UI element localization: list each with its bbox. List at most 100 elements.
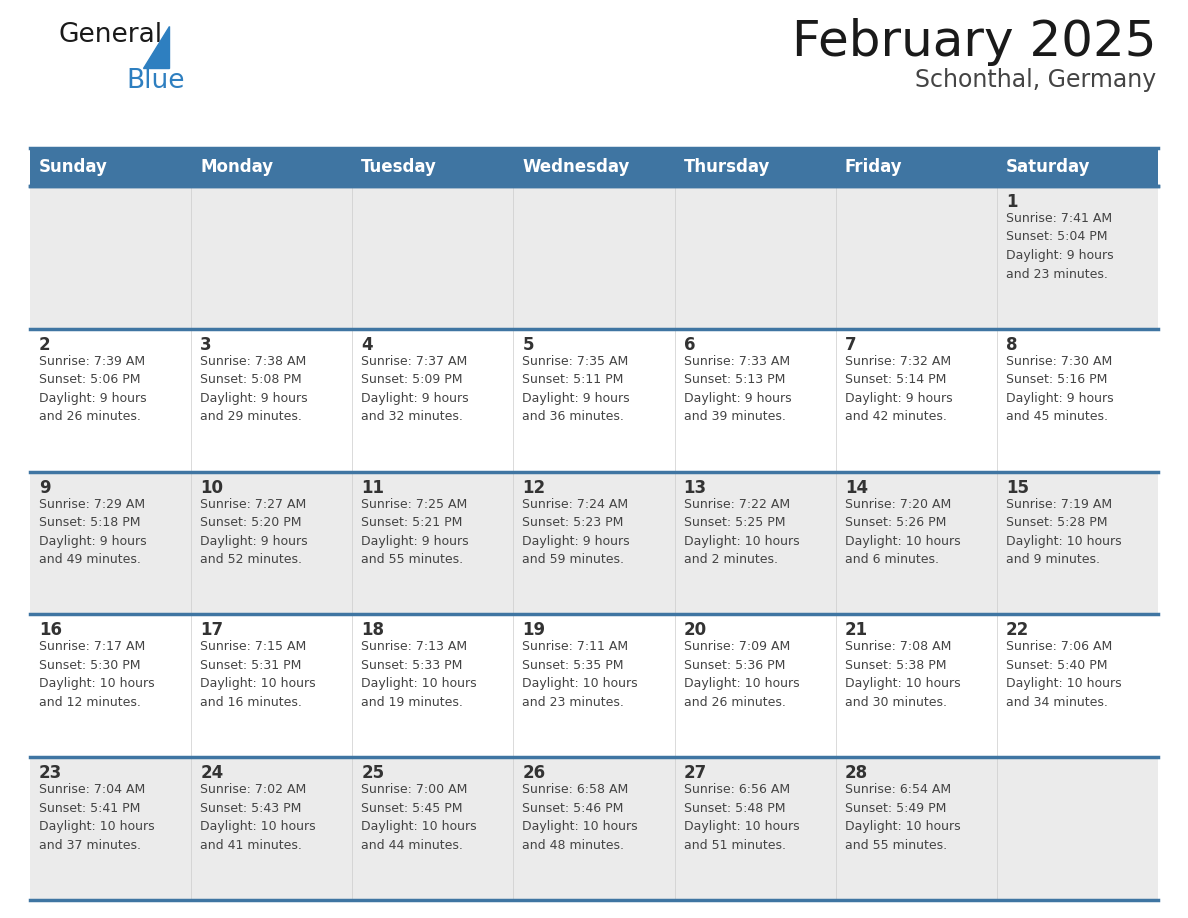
Text: 4: 4 [361, 336, 373, 353]
Text: Sunrise: 7:15 AM
Sunset: 5:31 PM
Daylight: 10 hours
and 16 minutes.: Sunrise: 7:15 AM Sunset: 5:31 PM Dayligh… [200, 641, 316, 709]
Text: 21: 21 [845, 621, 868, 640]
Text: General: General [58, 22, 162, 48]
Text: Monday: Monday [200, 158, 273, 176]
Text: 11: 11 [361, 478, 384, 497]
Text: 6: 6 [683, 336, 695, 353]
Text: Sunrise: 7:13 AM
Sunset: 5:33 PM
Daylight: 10 hours
and 19 minutes.: Sunrise: 7:13 AM Sunset: 5:33 PM Dayligh… [361, 641, 476, 709]
Bar [353, 148, 513, 186]
Bar [835, 329, 997, 472]
Text: February 2025: February 2025 [791, 18, 1156, 66]
Text: Saturday: Saturday [1006, 158, 1091, 176]
Bar [30, 329, 191, 472]
Bar [30, 148, 191, 186]
Text: 10: 10 [200, 478, 223, 497]
Bar [997, 472, 1158, 614]
Bar [191, 614, 353, 757]
Text: 24: 24 [200, 764, 223, 782]
Text: Sunrise: 7:06 AM
Sunset: 5:40 PM
Daylight: 10 hours
and 34 minutes.: Sunrise: 7:06 AM Sunset: 5:40 PM Dayligh… [1006, 641, 1121, 709]
Text: 14: 14 [845, 478, 868, 497]
Bar [997, 148, 1158, 186]
Text: Thursday: Thursday [683, 158, 770, 176]
Bar [997, 186, 1158, 329]
Bar [353, 186, 513, 329]
Text: 25: 25 [361, 764, 385, 782]
Text: Sunrise: 7:35 AM
Sunset: 5:11 PM
Daylight: 9 hours
and 36 minutes.: Sunrise: 7:35 AM Sunset: 5:11 PM Dayligh… [523, 354, 630, 423]
Text: Sunrise: 7:27 AM
Sunset: 5:20 PM
Daylight: 9 hours
and 52 minutes.: Sunrise: 7:27 AM Sunset: 5:20 PM Dayligh… [200, 498, 308, 566]
Text: Sunday: Sunday [39, 158, 108, 176]
Text: Sunrise: 7:37 AM
Sunset: 5:09 PM
Daylight: 9 hours
and 32 minutes.: Sunrise: 7:37 AM Sunset: 5:09 PM Dayligh… [361, 354, 469, 423]
Bar [835, 186, 997, 329]
Bar [835, 472, 997, 614]
Text: Sunrise: 7:39 AM
Sunset: 5:06 PM
Daylight: 9 hours
and 26 minutes.: Sunrise: 7:39 AM Sunset: 5:06 PM Dayligh… [39, 354, 146, 423]
Text: 15: 15 [1006, 478, 1029, 497]
Text: 12: 12 [523, 478, 545, 497]
Text: Sunrise: 7:30 AM
Sunset: 5:16 PM
Daylight: 9 hours
and 45 minutes.: Sunrise: 7:30 AM Sunset: 5:16 PM Dayligh… [1006, 354, 1113, 423]
Text: Sunrise: 6:54 AM
Sunset: 5:49 PM
Daylight: 10 hours
and 55 minutes.: Sunrise: 6:54 AM Sunset: 5:49 PM Dayligh… [845, 783, 960, 852]
Text: Wednesday: Wednesday [523, 158, 630, 176]
Bar [513, 329, 675, 472]
Bar [353, 757, 513, 900]
Bar [835, 614, 997, 757]
Text: Sunrise: 7:11 AM
Sunset: 5:35 PM
Daylight: 10 hours
and 23 minutes.: Sunrise: 7:11 AM Sunset: 5:35 PM Dayligh… [523, 641, 638, 709]
Bar [30, 757, 191, 900]
Bar [513, 186, 675, 329]
Text: Sunrise: 7:32 AM
Sunset: 5:14 PM
Daylight: 9 hours
and 42 minutes.: Sunrise: 7:32 AM Sunset: 5:14 PM Dayligh… [845, 354, 953, 423]
Text: 17: 17 [200, 621, 223, 640]
Text: 9: 9 [39, 478, 51, 497]
Bar [191, 186, 353, 329]
Text: 2: 2 [39, 336, 51, 353]
Text: 16: 16 [39, 621, 62, 640]
Bar [675, 614, 835, 757]
Bar [675, 757, 835, 900]
Bar [353, 472, 513, 614]
Text: 18: 18 [361, 621, 384, 640]
Text: 23: 23 [39, 764, 62, 782]
Text: Sunrise: 7:08 AM
Sunset: 5:38 PM
Daylight: 10 hours
and 30 minutes.: Sunrise: 7:08 AM Sunset: 5:38 PM Dayligh… [845, 641, 960, 709]
Bar [191, 148, 353, 186]
Text: Sunrise: 7:19 AM
Sunset: 5:28 PM
Daylight: 10 hours
and 9 minutes.: Sunrise: 7:19 AM Sunset: 5:28 PM Dayligh… [1006, 498, 1121, 566]
Bar [191, 329, 353, 472]
Text: Blue: Blue [126, 68, 184, 94]
Bar [513, 614, 675, 757]
Bar [835, 148, 997, 186]
Bar [353, 329, 513, 472]
Text: Sunrise: 7:02 AM
Sunset: 5:43 PM
Daylight: 10 hours
and 41 minutes.: Sunrise: 7:02 AM Sunset: 5:43 PM Dayligh… [200, 783, 316, 852]
Text: 26: 26 [523, 764, 545, 782]
Text: 27: 27 [683, 764, 707, 782]
Text: Sunrise: 7:29 AM
Sunset: 5:18 PM
Daylight: 9 hours
and 49 minutes.: Sunrise: 7:29 AM Sunset: 5:18 PM Dayligh… [39, 498, 146, 566]
Bar [30, 472, 191, 614]
Bar [191, 472, 353, 614]
Text: Friday: Friday [845, 158, 903, 176]
Text: 1: 1 [1006, 193, 1017, 211]
Bar [30, 186, 191, 329]
Text: 13: 13 [683, 478, 707, 497]
Text: Schonthal, Germany: Schonthal, Germany [915, 68, 1156, 92]
Text: Sunrise: 7:00 AM
Sunset: 5:45 PM
Daylight: 10 hours
and 44 minutes.: Sunrise: 7:00 AM Sunset: 5:45 PM Dayligh… [361, 783, 476, 852]
Text: Sunrise: 6:58 AM
Sunset: 5:46 PM
Daylight: 10 hours
and 48 minutes.: Sunrise: 6:58 AM Sunset: 5:46 PM Dayligh… [523, 783, 638, 852]
Bar [997, 614, 1158, 757]
Text: Sunrise: 6:56 AM
Sunset: 5:48 PM
Daylight: 10 hours
and 51 minutes.: Sunrise: 6:56 AM Sunset: 5:48 PM Dayligh… [683, 783, 800, 852]
Text: Sunrise: 7:25 AM
Sunset: 5:21 PM
Daylight: 9 hours
and 55 minutes.: Sunrise: 7:25 AM Sunset: 5:21 PM Dayligh… [361, 498, 469, 566]
Text: Tuesday: Tuesday [361, 158, 437, 176]
Text: Sunrise: 7:20 AM
Sunset: 5:26 PM
Daylight: 10 hours
and 6 minutes.: Sunrise: 7:20 AM Sunset: 5:26 PM Dayligh… [845, 498, 960, 566]
Text: Sunrise: 7:38 AM
Sunset: 5:08 PM
Daylight: 9 hours
and 29 minutes.: Sunrise: 7:38 AM Sunset: 5:08 PM Dayligh… [200, 354, 308, 423]
Text: 28: 28 [845, 764, 868, 782]
Text: 22: 22 [1006, 621, 1029, 640]
Bar [675, 329, 835, 472]
Bar [30, 614, 191, 757]
Text: Sunrise: 7:17 AM
Sunset: 5:30 PM
Daylight: 10 hours
and 12 minutes.: Sunrise: 7:17 AM Sunset: 5:30 PM Dayligh… [39, 641, 154, 709]
Bar [835, 757, 997, 900]
Text: Sunrise: 7:24 AM
Sunset: 5:23 PM
Daylight: 9 hours
and 59 minutes.: Sunrise: 7:24 AM Sunset: 5:23 PM Dayligh… [523, 498, 630, 566]
Text: 5: 5 [523, 336, 533, 353]
Text: Sunrise: 7:22 AM
Sunset: 5:25 PM
Daylight: 10 hours
and 2 minutes.: Sunrise: 7:22 AM Sunset: 5:25 PM Dayligh… [683, 498, 800, 566]
Text: 20: 20 [683, 621, 707, 640]
Text: 3: 3 [200, 336, 211, 353]
Text: Sunrise: 7:04 AM
Sunset: 5:41 PM
Daylight: 10 hours
and 37 minutes.: Sunrise: 7:04 AM Sunset: 5:41 PM Dayligh… [39, 783, 154, 852]
Polygon shape [143, 26, 169, 68]
Text: 19: 19 [523, 621, 545, 640]
Text: Sunrise: 7:33 AM
Sunset: 5:13 PM
Daylight: 9 hours
and 39 minutes.: Sunrise: 7:33 AM Sunset: 5:13 PM Dayligh… [683, 354, 791, 423]
Bar [513, 148, 675, 186]
Bar [353, 614, 513, 757]
Text: 7: 7 [845, 336, 857, 353]
Bar [997, 757, 1158, 900]
